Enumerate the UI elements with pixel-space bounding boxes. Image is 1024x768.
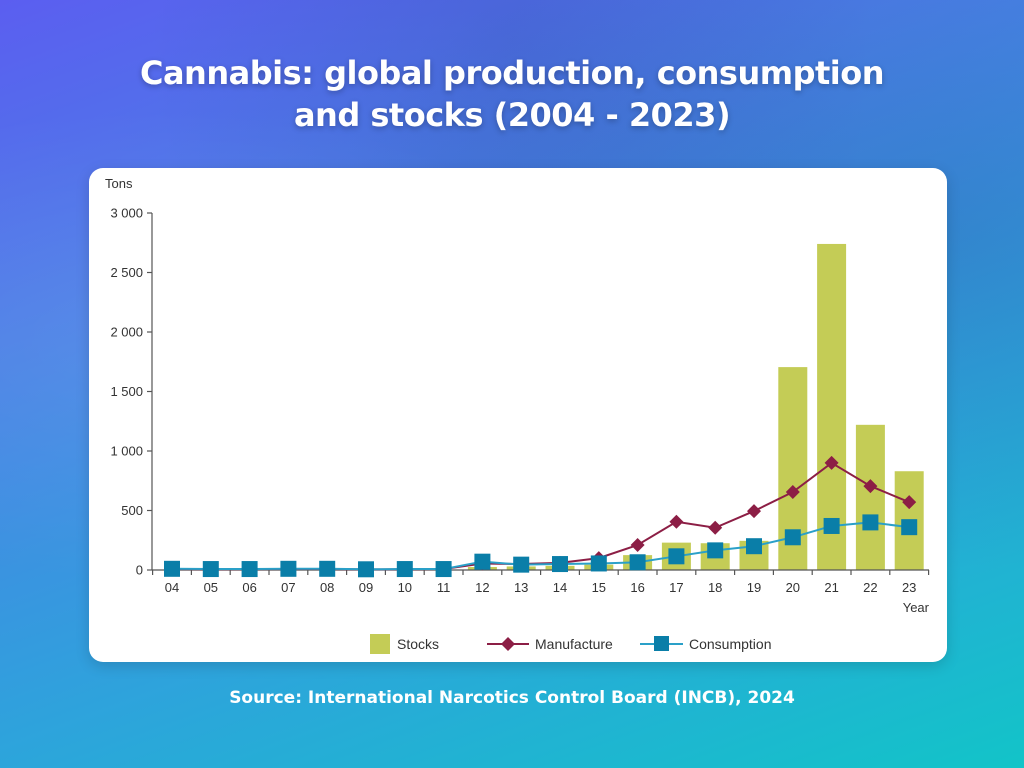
y-tick-label: 2 500 (110, 265, 143, 280)
legend-marker-consumption (654, 636, 669, 651)
x-tick-label: 13 (514, 580, 528, 595)
point-consumption (202, 561, 219, 578)
legend-marker-manufacture (501, 637, 515, 651)
x-tick-label: 21 (824, 580, 838, 595)
source-note: Source: International Narcotics Control … (229, 688, 795, 708)
point-consumption (474, 553, 491, 570)
point-consumption (668, 548, 685, 565)
point-consumption (862, 514, 879, 531)
y-tick-label: 1 500 (110, 384, 143, 399)
point-manufacture (747, 504, 761, 519)
legend-label-stocks: Stocks (397, 636, 439, 652)
point-manufacture (669, 514, 684, 529)
y-axis-label: Tons (105, 176, 133, 191)
point-manufacture (708, 520, 723, 535)
chart-card: Tons 0 500 1 000 1 500 2 000 2 500 3 000 04 05 06 0… (89, 168, 947, 662)
point-manufacture (863, 479, 878, 494)
point-consumption (901, 519, 918, 536)
point-manufacture (630, 538, 645, 553)
x-tick-label: 17 (669, 580, 683, 595)
x-tick-label: 09 (359, 580, 373, 595)
legend-label-consumption: Consumption (689, 636, 772, 652)
x-tick-label: 06 (242, 580, 256, 595)
point-consumption (707, 542, 724, 559)
point-consumption (552, 556, 568, 573)
point-consumption (746, 538, 762, 555)
title-line-2: and stocks (2004 - 2023) (293, 96, 731, 134)
x-tick-label: 11 (437, 580, 451, 595)
x-tick-label: 16 (630, 580, 644, 595)
point-consumption (435, 561, 452, 578)
point-consumption (280, 560, 297, 577)
legend-label-manufacture: Manufacture (535, 636, 613, 652)
y-tick-label: 500 (121, 503, 143, 518)
point-consumption (590, 555, 607, 572)
point-consumption (784, 529, 801, 546)
point-consumption (629, 554, 646, 571)
bar-stocks (855, 424, 885, 570)
x-tick-label: 14 (553, 580, 567, 595)
point-consumption (823, 517, 840, 534)
y-tick-label: 1 000 (110, 444, 143, 459)
x-axis-label: Year (903, 600, 930, 615)
y-tick-label: 0 (136, 563, 143, 578)
x-tick-label: 07 (281, 580, 295, 595)
y-tick-label: 2 000 (110, 325, 143, 340)
point-consumption (319, 560, 336, 577)
point-manufacture (785, 485, 800, 500)
point-consumption (358, 561, 374, 578)
x-tick-label: 19 (747, 580, 761, 595)
y-tick-label: 3 000 (110, 206, 143, 221)
x-tick-label: 23 (902, 580, 916, 595)
point-consumption (396, 561, 413, 578)
x-tick-label: 12 (475, 580, 489, 595)
chart: Tons 0 500 1 000 1 500 2 000 2 500 3 000 04 05 06 0… (105, 176, 930, 654)
x-tick-label: 18 (708, 580, 722, 595)
point-manufacture (824, 455, 839, 470)
point-consumption (164, 560, 180, 577)
x-tick-label: 22 (863, 580, 877, 595)
title-line-1: Cannabis: global production, consumption (139, 54, 885, 92)
legend-swatch-stocks (370, 634, 390, 654)
x-tick-label: 10 (398, 580, 412, 595)
x-tick-label: 04 (165, 580, 179, 595)
x-tick-label: 15 (592, 580, 606, 595)
point-consumption (513, 556, 530, 573)
x-tick-label: 05 (204, 580, 218, 595)
bar-stocks (817, 243, 847, 570)
point-consumption (241, 561, 258, 578)
point-manufacture (902, 495, 917, 510)
x-tick-label: 20 (786, 580, 800, 595)
x-tick-label: 08 (320, 580, 334, 595)
page-title: Cannabis: global production, consumption… (0, 52, 1024, 136)
